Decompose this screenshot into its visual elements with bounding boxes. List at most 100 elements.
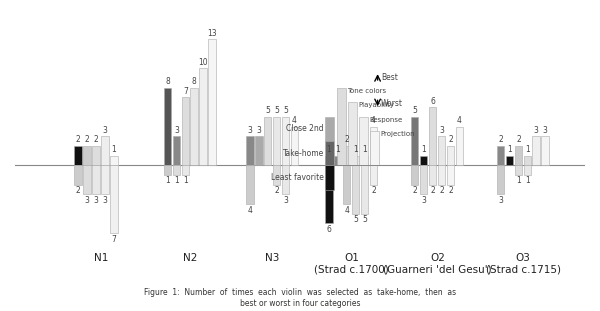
Text: 1: 1 <box>183 176 188 185</box>
Text: 2: 2 <box>344 136 349 144</box>
Bar <box>282 117 289 165</box>
Bar <box>359 117 368 165</box>
Text: 3: 3 <box>103 126 107 135</box>
Bar <box>349 102 358 165</box>
Text: 6: 6 <box>326 225 331 234</box>
Text: 3: 3 <box>94 196 98 205</box>
Bar <box>325 141 334 165</box>
Bar <box>429 165 436 185</box>
Bar <box>420 165 427 194</box>
Bar <box>325 156 332 165</box>
Bar <box>497 146 505 165</box>
Bar <box>437 136 445 165</box>
Text: 3: 3 <box>256 126 261 135</box>
Text: 1: 1 <box>112 145 116 154</box>
Bar <box>164 88 171 165</box>
Text: O2
(Guarneri 'del Gesu'): O2 (Guarneri 'del Gesu') <box>383 253 491 274</box>
Text: 2: 2 <box>85 136 89 144</box>
Text: 3: 3 <box>85 196 89 205</box>
Text: 2: 2 <box>76 186 80 195</box>
Bar <box>541 136 549 165</box>
Bar <box>420 156 427 165</box>
Bar <box>255 136 263 165</box>
Text: 5: 5 <box>274 106 279 115</box>
Bar <box>497 165 505 194</box>
Text: 3: 3 <box>247 126 253 135</box>
Text: Least favorite: Least favorite <box>271 173 324 182</box>
Bar <box>515 146 522 165</box>
Bar <box>437 165 445 185</box>
Text: 3: 3 <box>421 196 426 205</box>
Text: 4: 4 <box>292 116 297 125</box>
Bar <box>92 165 100 194</box>
Text: 1: 1 <box>353 145 358 154</box>
Text: Best: Best <box>381 72 398 81</box>
Bar <box>83 146 91 165</box>
Text: 8: 8 <box>192 77 197 86</box>
Bar <box>101 136 109 165</box>
Text: 4: 4 <box>247 206 253 215</box>
Text: Tone colors: Tone colors <box>347 88 386 94</box>
Text: 13: 13 <box>207 29 217 38</box>
Text: Worst: Worst <box>381 99 403 108</box>
Text: 1: 1 <box>174 176 179 185</box>
Text: 5: 5 <box>265 106 270 115</box>
Bar <box>282 165 289 194</box>
Text: 2: 2 <box>412 186 417 195</box>
Bar <box>515 165 522 175</box>
Text: 3: 3 <box>174 126 179 135</box>
Bar <box>325 165 332 224</box>
Text: 10: 10 <box>199 58 208 67</box>
Bar <box>325 165 334 189</box>
Bar <box>524 156 531 165</box>
Text: 1: 1 <box>516 176 521 185</box>
Text: 5: 5 <box>283 106 288 115</box>
Bar <box>343 165 350 204</box>
Text: 5: 5 <box>353 215 358 224</box>
Bar <box>83 165 91 194</box>
Text: 2: 2 <box>274 186 279 195</box>
Bar <box>446 165 454 185</box>
Text: Figure  1:  Number  of  times  each  violin  was  selected  as  take-home,  then: Figure 1: Number of times each violin wa… <box>144 289 456 308</box>
Text: N3: N3 <box>265 253 280 262</box>
Bar <box>532 136 540 165</box>
Bar <box>506 156 513 165</box>
Bar <box>334 156 341 165</box>
Text: 4: 4 <box>344 206 349 215</box>
Bar <box>246 136 254 165</box>
Bar <box>190 88 198 165</box>
Text: O1
(Strad c.1700): O1 (Strad c.1700) <box>314 253 389 274</box>
Bar <box>411 165 418 185</box>
Text: 2: 2 <box>94 136 98 144</box>
Text: 2: 2 <box>516 136 521 144</box>
Bar <box>264 117 271 165</box>
Text: 3: 3 <box>103 196 107 205</box>
Bar <box>361 165 368 214</box>
Bar <box>455 127 463 165</box>
Text: 3: 3 <box>534 126 539 135</box>
Text: 2: 2 <box>76 136 80 144</box>
Bar <box>164 165 171 175</box>
Bar <box>74 165 82 185</box>
Text: 7: 7 <box>112 234 116 244</box>
Text: N1: N1 <box>94 253 108 262</box>
Text: 6: 6 <box>430 97 435 106</box>
Text: 3: 3 <box>439 126 444 135</box>
Bar <box>110 156 118 165</box>
Text: Response: Response <box>369 117 402 123</box>
Bar <box>173 165 180 175</box>
Text: 4: 4 <box>457 116 462 125</box>
Bar <box>325 117 334 141</box>
Text: 2: 2 <box>439 186 444 195</box>
Bar <box>446 146 454 165</box>
Bar <box>199 68 207 165</box>
Text: Projection: Projection <box>380 131 415 137</box>
Text: O3
(Strad c.1715): O3 (Strad c.1715) <box>485 253 560 274</box>
Text: 4: 4 <box>371 116 376 125</box>
Text: 3: 3 <box>498 196 503 205</box>
Bar <box>411 117 418 165</box>
Bar <box>343 146 350 165</box>
Text: 3: 3 <box>283 196 288 205</box>
Text: 7: 7 <box>183 87 188 96</box>
Bar <box>173 136 180 165</box>
